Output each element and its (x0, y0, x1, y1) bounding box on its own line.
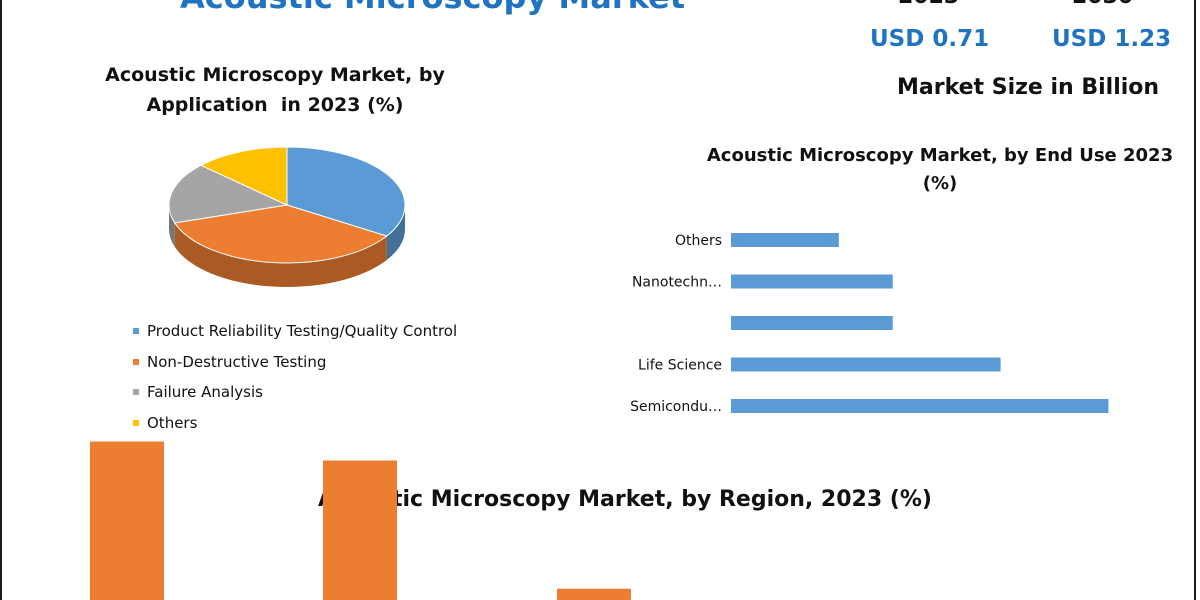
start-year: 2023 (898, 0, 959, 9)
region-bar (557, 588, 631, 600)
legend-label: Product Reliability Testing/Quality Cont… (147, 322, 458, 341)
end-use-bar (731, 357, 1001, 372)
pie-legend: Product Reliability Testing/Quality Cont… (133, 316, 457, 438)
legend-item: Product Reliability Testing/Quality Cont… (133, 316, 457, 347)
region-bar (90, 441, 164, 600)
end-use-tick-label: Nanotechn… (632, 275, 722, 291)
region-bar (323, 460, 397, 600)
end-use-tick-label: Life Science (638, 358, 722, 374)
pie-chart-title: Acoustic Microscopy Market, by Applicati… (105, 64, 445, 116)
pie-slice-side (386, 205, 405, 261)
legend-swatch (133, 358, 139, 365)
end-use-tick-label: Others (675, 233, 722, 249)
end-value: USD 1.23 (1052, 26, 1172, 52)
main-title: Acoustic Microscopy Market (180, 0, 685, 16)
legend-item: Non-Destructive Testing (133, 347, 457, 378)
legend-item: Others (133, 408, 457, 439)
market-size-label: Market Size in Billion (897, 75, 1160, 100)
end-use-tick-label: Semicondu… (630, 399, 722, 415)
end-use-bar (731, 233, 839, 247)
legend-label: Failure Analysis (147, 383, 263, 402)
end-use-bar (731, 316, 893, 330)
end-year: 2030 (1072, 0, 1133, 9)
pie-slice (173, 204, 388, 264)
end-use-bar (731, 274, 893, 289)
region-chart-title: Acoustic Microscopy Market, by Region, 2… (318, 487, 932, 512)
legend-swatch (133, 328, 139, 335)
end-use-bar (731, 399, 1109, 413)
start-value: USD 0.71 (870, 26, 990, 52)
pie-slice (199, 146, 288, 206)
legend-label: Others (147, 413, 198, 432)
end-use-chart-title: Acoustic Microscopy Market, by End Use 2… (706, 145, 1174, 194)
legend-swatch (133, 389, 139, 396)
pie-slice-side (174, 222, 387, 287)
pie-slice (168, 164, 289, 224)
legend-swatch (133, 419, 139, 426)
legend-label: Non-Destructive Testing (147, 352, 327, 371)
legend-item: Failure Analysis (133, 377, 457, 408)
